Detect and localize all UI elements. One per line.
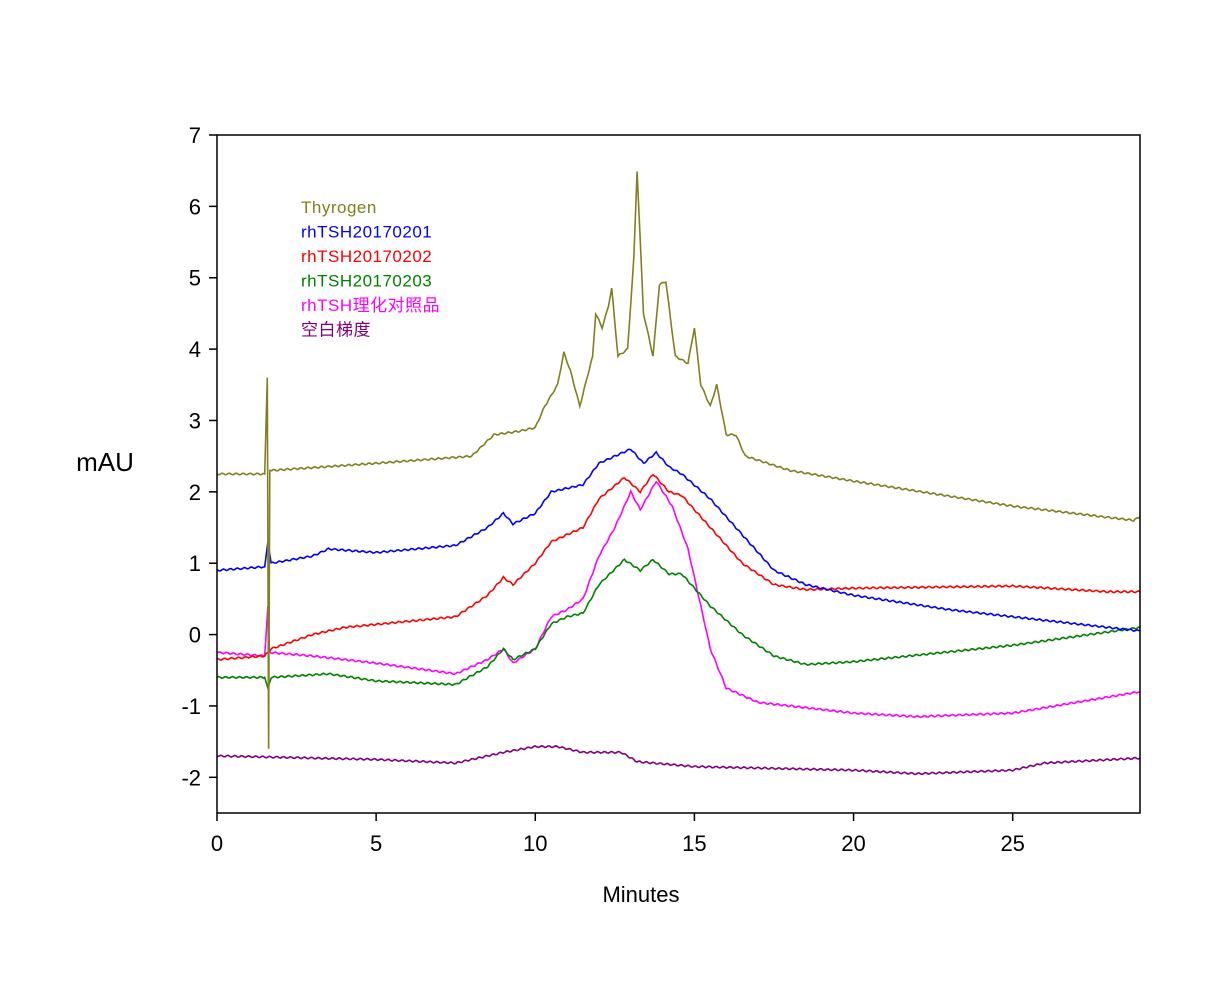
axis-ticks: 0 5 10 15 20 25 -2 -1 0 1 2 3 4 5 6 7	[181, 123, 1024, 856]
x-tick-label: 5	[370, 831, 382, 856]
series-layer	[216, 171, 1141, 776]
x-axis-label: Minutes	[602, 882, 679, 907]
x-tick-label: 0	[211, 831, 223, 856]
series-line-5	[216, 744, 1141, 776]
series-line-0	[216, 171, 1141, 749]
series-line-1	[216, 448, 1141, 632]
y-tick-label: 5	[189, 266, 201, 291]
plot-frame	[216, 134, 1141, 814]
series-line-4	[216, 480, 1141, 719]
series-line-3	[216, 558, 1141, 691]
y-tick-label: 3	[189, 408, 201, 433]
legend-entry: rhTSH20170202	[301, 247, 432, 266]
legend-entry: rhTSH20170203	[301, 272, 432, 291]
y-tick-label: 1	[189, 551, 201, 576]
x-tick-label: 15	[682, 831, 706, 856]
y-axis-label: mAU	[76, 447, 134, 477]
series-line-2	[216, 473, 1141, 661]
y-tick-label: 6	[189, 194, 201, 219]
y-tick-label: 2	[189, 480, 201, 505]
x-tick-label: 25	[1000, 831, 1024, 856]
x-tick-label: 20	[841, 831, 865, 856]
y-tick-label: -1	[181, 694, 201, 719]
legend-entry: Thyrogen	[301, 198, 377, 217]
y-tick-label: 7	[189, 123, 201, 148]
y-tick-label: -2	[181, 765, 201, 790]
legend-entry: rhTSH理化对照品	[301, 296, 440, 315]
legend: Thyrogen rhTSH20170201 rhTSH20170202 rhTSH2…	[301, 198, 440, 340]
x-tick-label: 10	[523, 831, 547, 856]
legend-entry: 空白梯度	[301, 321, 371, 340]
legend-entry: rhTSH20170201	[301, 223, 432, 242]
y-tick-label: 0	[189, 623, 201, 648]
y-tick-label: 4	[189, 337, 201, 362]
